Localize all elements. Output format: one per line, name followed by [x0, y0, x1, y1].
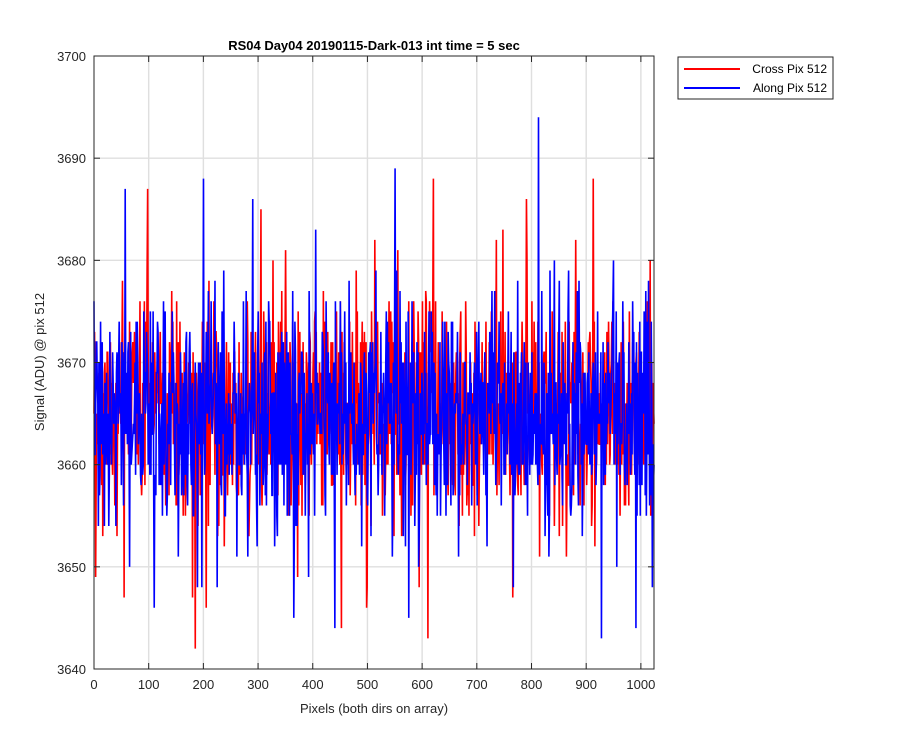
- chart-title: RS04 Day04 20190115-Dark-013 int time = …: [228, 38, 520, 53]
- y-tick-label: 3640: [57, 662, 86, 677]
- x-axis-label: Pixels (both dirs on array): [300, 701, 448, 716]
- x-tick-label: 800: [521, 677, 543, 692]
- legend-label-cross-pix-512: Cross Pix 512: [752, 62, 827, 76]
- x-tick-label: 900: [575, 677, 597, 692]
- x-tick-label: 500: [357, 677, 379, 692]
- y-tick-label: 3680: [57, 253, 86, 268]
- x-tick-label: 600: [411, 677, 433, 692]
- y-tick-label: 3650: [57, 560, 86, 575]
- x-tick-label: 700: [466, 677, 488, 692]
- x-tick-label: 200: [193, 677, 215, 692]
- y-tick-label: 3660: [57, 458, 86, 473]
- x-tick-label: 100: [138, 677, 160, 692]
- legend-box: [677, 56, 834, 100]
- y-tick-label: 3670: [57, 356, 86, 371]
- series-line-along-pix-512: [93, 117, 655, 639]
- series-lines: [93, 117, 655, 649]
- axis-ticks: [93, 55, 654, 670]
- y-axis-label: Signal (ADU) @ pix 512: [32, 293, 47, 431]
- x-tick-label: 0: [90, 677, 97, 692]
- y-tick-label: 3700: [57, 49, 86, 64]
- x-tick-label: 300: [247, 677, 269, 692]
- legend-label-along-pix-512: Along Pix 512: [753, 81, 827, 95]
- x-tick-label: 1000: [626, 677, 655, 692]
- legend: Cross Pix 512 Along Pix 512: [677, 56, 834, 100]
- y-tick-label: 3690: [57, 151, 86, 166]
- x-tick-label: 400: [302, 677, 324, 692]
- axis-tick-labels: 0 100 200 300 400 500 600 700 800 900 1000 3640 3650…: [57, 49, 655, 692]
